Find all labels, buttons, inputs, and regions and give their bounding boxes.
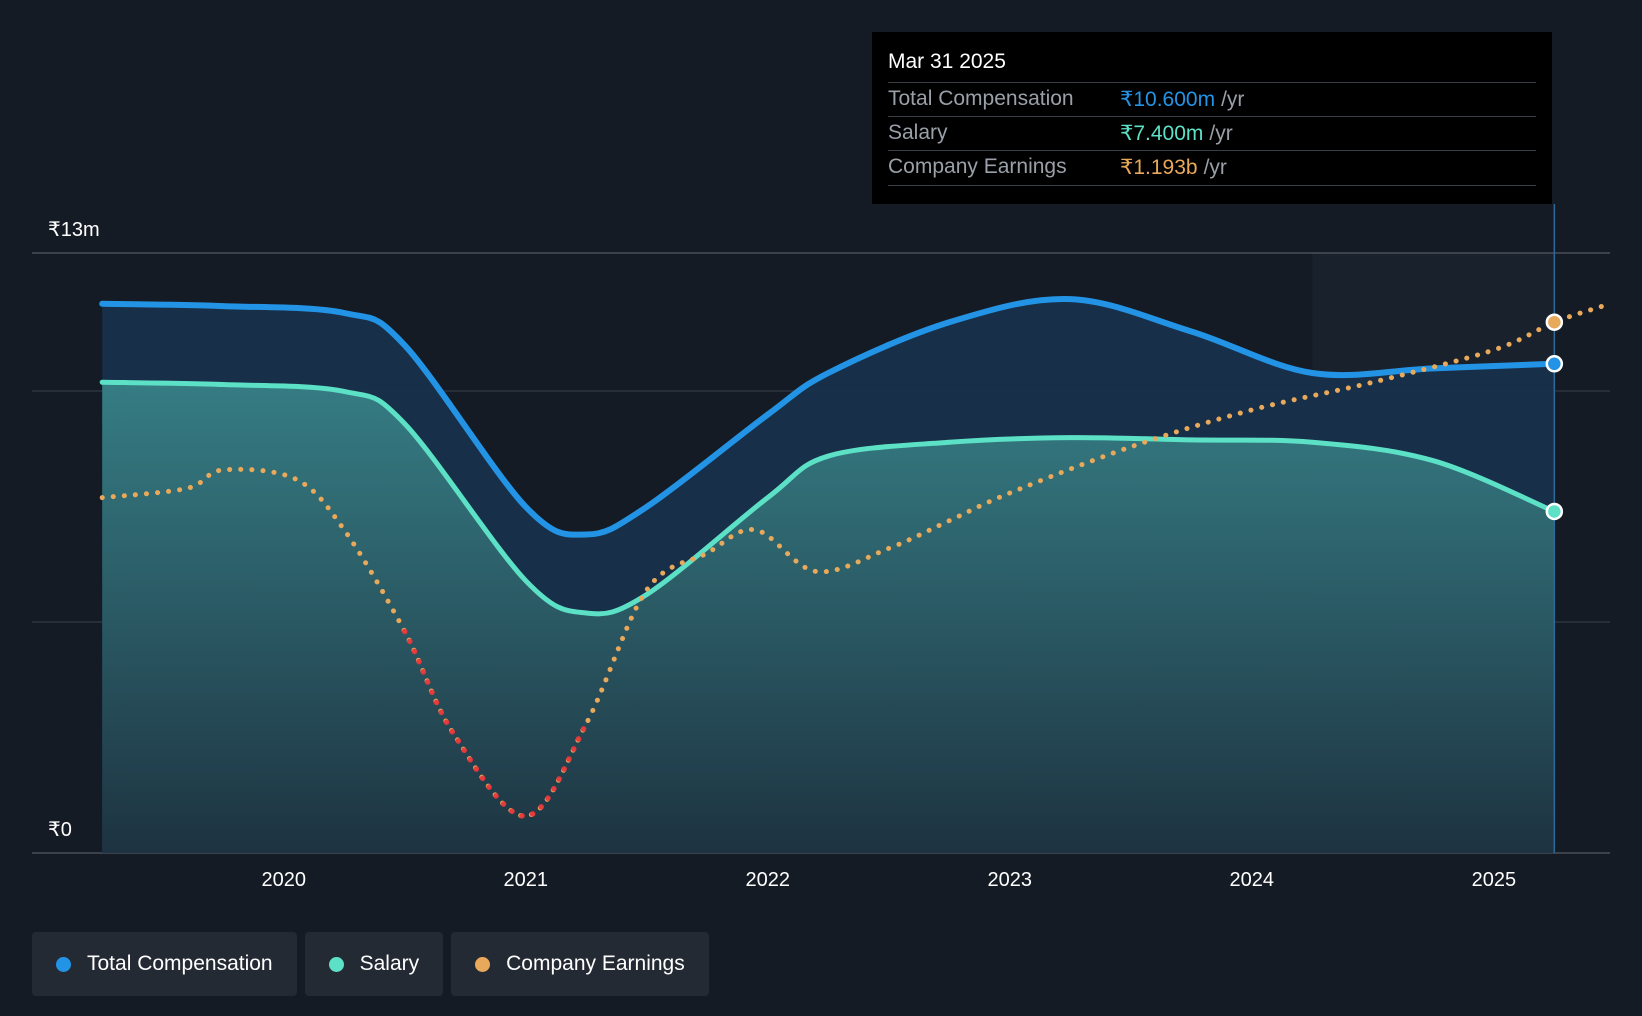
x-tick-label: 2020 <box>261 869 306 891</box>
tooltip-label: Company Earnings <box>888 155 1067 178</box>
legend-item-total-compensation[interactable]: Total Compensation <box>32 932 297 996</box>
hover-tooltip: Mar 31 2025 Total Compensation ₹10.600m /… <box>872 32 1552 204</box>
x-axis-ticks: 2020 2021 2022 2023 2024 2025 <box>261 869 1516 891</box>
tooltip-value-amount: ₹1.193b <box>1120 156 1198 179</box>
legend-dot-icon <box>328 956 344 972</box>
total-compensation-line <box>99 296 1558 538</box>
legend-item-company-earnings[interactable]: Company Earnings <box>451 932 709 996</box>
tooltip-unit: /yr <box>1209 122 1233 145</box>
legend-label: Total Compensation <box>87 952 273 975</box>
chart-legend: Total Compensation Salary Company Earnin… <box>32 932 709 996</box>
legend-label: Company Earnings <box>506 952 685 975</box>
x-tick-label: 2023 <box>988 869 1033 891</box>
legend-label: Salary <box>359 952 420 975</box>
tooltip-value: ₹7.400m/yr <box>1120 121 1233 146</box>
tooltip-row-salary: Salary ₹7.400m/yr <box>888 116 1536 151</box>
x-tick-label: 2021 <box>503 869 548 891</box>
total-compensation-marker <box>1545 355 1564 373</box>
tooltip-label: Total Compensation <box>888 87 1074 110</box>
earnings-dotted-line <box>99 303 1606 819</box>
salary-line <box>99 379 1557 617</box>
y-axis-top-label: ₹13m <box>48 219 100 241</box>
tooltip-date: Mar 31 2025 <box>888 50 1006 73</box>
tooltip-unit: /yr <box>1221 88 1245 111</box>
tooltip-unit: /yr <box>1203 156 1227 179</box>
x-tick-label: 2024 <box>1230 869 1275 891</box>
x-tick-label: 2022 <box>746 869 791 891</box>
company-earnings-marker <box>1545 313 1564 331</box>
tooltip-row-total: Total Compensation ₹10.600m/yr <box>888 82 1536 117</box>
tooltip-value-amount: ₹7.400m <box>1120 122 1204 145</box>
company-earnings-line <box>99 303 1606 819</box>
salary-area <box>102 382 1555 853</box>
earnings-negative-segment <box>401 628 589 819</box>
legend-item-salary[interactable]: Salary <box>304 932 444 996</box>
x-tick-label: 2025 <box>1472 869 1517 891</box>
tooltip-value-amount: ₹10.600m <box>1120 88 1216 111</box>
tooltip-value: ₹10.600m/yr <box>1120 87 1244 112</box>
legend-dot-icon <box>475 956 491 972</box>
legend-dot-icon <box>56 956 71 972</box>
tooltip-label: Salary <box>888 121 948 144</box>
tooltip-row-earnings: Company Earnings ₹1.193b/yr <box>888 150 1536 186</box>
tooltip-value: ₹1.193b/yr <box>1120 155 1227 180</box>
series-markers <box>1545 313 1564 521</box>
salary-marker <box>1545 502 1564 521</box>
y-axis-bottom-label: ₹0 <box>48 819 72 841</box>
